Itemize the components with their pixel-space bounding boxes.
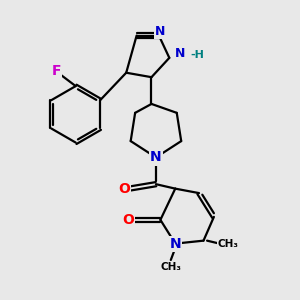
Text: O: O bbox=[122, 213, 134, 227]
Text: N: N bbox=[150, 150, 162, 164]
Text: O: O bbox=[118, 182, 130, 196]
Text: F: F bbox=[52, 64, 61, 78]
Text: -H: -H bbox=[190, 50, 204, 60]
Text: CH₃: CH₃ bbox=[160, 262, 181, 272]
Text: CH₃: CH₃ bbox=[218, 238, 239, 249]
Text: N: N bbox=[155, 25, 166, 38]
Text: N: N bbox=[169, 237, 181, 250]
Text: N: N bbox=[175, 47, 185, 60]
